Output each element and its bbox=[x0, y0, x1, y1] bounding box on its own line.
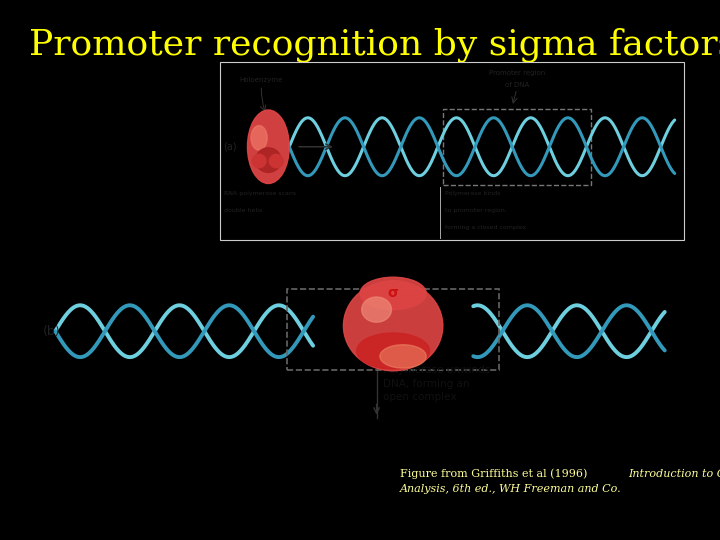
Ellipse shape bbox=[356, 333, 430, 369]
Text: Polymerase binds: Polymerase binds bbox=[445, 191, 500, 197]
Circle shape bbox=[252, 154, 266, 168]
Circle shape bbox=[269, 154, 283, 168]
Text: Holoenzyme: Holoenzyme bbox=[240, 77, 283, 83]
Text: σ: σ bbox=[387, 286, 399, 300]
Ellipse shape bbox=[256, 148, 281, 172]
Text: of DNA: of DNA bbox=[505, 82, 529, 87]
Bar bbox=[443, 109, 591, 185]
Text: Promoter region: Promoter region bbox=[489, 70, 545, 77]
Bar bbox=[287, 289, 499, 370]
Ellipse shape bbox=[343, 281, 443, 371]
Text: (a): (a) bbox=[223, 141, 237, 152]
Text: double helix: double helix bbox=[224, 208, 263, 213]
Ellipse shape bbox=[380, 345, 426, 368]
Text: DNA, forming an: DNA, forming an bbox=[383, 379, 469, 389]
Ellipse shape bbox=[248, 110, 289, 184]
Text: Introduction to Genetic: Introduction to Genetic bbox=[629, 469, 720, 479]
Ellipse shape bbox=[361, 297, 392, 322]
Text: open complex: open complex bbox=[383, 392, 456, 402]
Text: (b): (b) bbox=[43, 325, 61, 338]
Text: to promoter region,: to promoter region, bbox=[445, 208, 507, 213]
Text: Analysis, 6th ed., WH Freeman and Co.: Analysis, 6th ed., WH Freeman and Co. bbox=[400, 484, 621, 494]
Text: Polymerase unwinds: Polymerase unwinds bbox=[383, 366, 490, 375]
Ellipse shape bbox=[360, 277, 426, 309]
Text: RNA polymerase scans: RNA polymerase scans bbox=[224, 191, 297, 197]
Text: Figure from Griffiths et al (1996): Figure from Griffiths et al (1996) bbox=[400, 468, 590, 479]
Ellipse shape bbox=[251, 126, 267, 150]
Text: forming a closed complex: forming a closed complex bbox=[445, 225, 526, 230]
Text: Promoter recognition by sigma factors: Promoter recognition by sigma factors bbox=[29, 27, 720, 62]
